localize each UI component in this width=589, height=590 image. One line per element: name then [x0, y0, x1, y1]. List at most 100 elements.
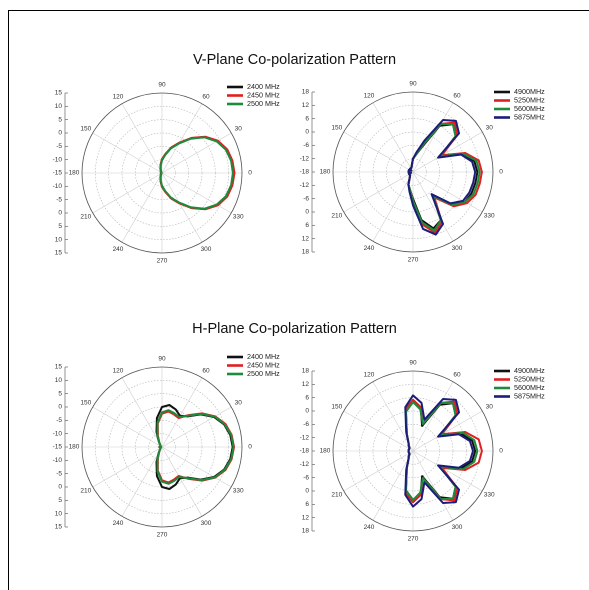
grid-spoke — [343, 450, 414, 492]
angle-tick-label: 240 — [113, 520, 124, 527]
angle-tick-label: 90 — [409, 81, 417, 88]
r-tick-label: 6 — [305, 115, 309, 122]
grid-spoke — [161, 132, 232, 174]
angle-tick-label: 150 — [331, 404, 342, 411]
legend-label: 5250MHz — [514, 374, 545, 383]
r-tick-label: -6 — [303, 474, 309, 481]
r-tick-label: 0 — [58, 404, 62, 411]
grid-spoke — [372, 450, 414, 521]
r-tick-label: 5 — [58, 497, 62, 504]
angle-tick-label: 0 — [248, 170, 252, 177]
polar-chart-1: 0306090120150180210240270300330151050-5-… — [53, 82, 281, 265]
r-tick-label: 0 — [58, 484, 62, 491]
angle-tick-label: 270 — [408, 536, 419, 543]
polar-chart-4: 0306090120150180210240270300330181260-6-… — [300, 360, 546, 543]
angle-tick-label: 180 — [69, 170, 80, 177]
grid-spoke — [121, 103, 163, 174]
grid-spoke — [372, 381, 414, 452]
angle-tick-label: 30 — [235, 126, 243, 133]
outer-ring — [81, 366, 243, 528]
angle-tick-label: 240 — [113, 246, 124, 253]
legend-label: 5600MHz — [514, 104, 545, 113]
grid-spoke — [161, 377, 203, 448]
r-tick-label: 0 — [58, 130, 62, 137]
legend-label: 2400 MHz — [247, 82, 280, 91]
grid-spoke — [372, 102, 414, 173]
grid-spoke — [161, 406, 232, 448]
r-tick-label: 0 — [305, 129, 309, 136]
grid-spoke — [412, 171, 454, 242]
angle-tick-label: 60 — [202, 368, 210, 375]
polar-chart-3: 0306090120150180210240270300330151050-5-… — [53, 352, 281, 539]
grid-spoke — [121, 446, 163, 517]
v-plane-title: V-Plane Co-polarization Pattern — [192, 52, 397, 68]
angle-tick-label: 210 — [80, 214, 91, 221]
r-tick-label: -18 — [300, 448, 310, 455]
outer-ring — [332, 91, 494, 253]
angle-tick-label: 90 — [409, 360, 417, 367]
grid-spoke — [412, 131, 483, 173]
angle-tick-label: 270 — [157, 258, 168, 265]
r-tick-label: 5 — [58, 116, 62, 123]
angle-tick-label: 330 — [233, 214, 244, 221]
r-tick-label: -18 — [300, 169, 310, 176]
angle-tick-label: 30 — [486, 404, 494, 411]
angle-tick-label: 180 — [69, 444, 80, 451]
angle-tick-label: 300 — [201, 246, 212, 253]
grid-spoke — [343, 131, 414, 173]
r-tick-label: 10 — [55, 377, 63, 384]
angle-tick-label: 270 — [408, 257, 419, 264]
r-tick-label: 6 — [305, 222, 309, 229]
r-tick-label: 0 — [305, 488, 309, 495]
angle-tick-label: 90 — [158, 82, 166, 89]
series-line-2500-mhz — [156, 409, 235, 485]
angle-tick-label: 330 — [484, 213, 495, 220]
r-tick-label: -15 — [53, 170, 63, 177]
grid-spoke — [92, 446, 163, 488]
angle-tick-label: 330 — [233, 488, 244, 495]
angle-tick-label: 60 — [453, 372, 461, 379]
r-tick-label: -6 — [303, 142, 309, 149]
grid-spoke — [343, 410, 414, 452]
grid-spoke — [121, 377, 163, 448]
legend-label: 2450 MHz — [247, 90, 280, 99]
angle-tick-label: 30 — [235, 400, 243, 407]
r-tick-label: -10 — [53, 430, 63, 437]
legend-label: 4900MHz — [514, 366, 545, 375]
polar-chart-2: 0306090120150180210240270300330181260-6-… — [300, 81, 546, 264]
angle-tick-label: 330 — [484, 492, 495, 499]
angle-tick-label: 0 — [248, 444, 252, 451]
r-tick-label: 6 — [305, 394, 309, 401]
legend-label: 2500 MHz — [247, 99, 280, 108]
frame-left-border — [8, 10, 9, 590]
angle-tick-label: 180 — [320, 169, 331, 176]
angle-tick-label: 150 — [80, 400, 91, 407]
grid-spoke — [161, 172, 232, 214]
r-tick-label: -6 — [303, 195, 309, 202]
angle-tick-label: 300 — [201, 520, 212, 527]
angle-tick-label: 270 — [157, 532, 168, 539]
legend-label: 5875MHz — [514, 391, 545, 400]
r-tick-label: 15 — [55, 250, 63, 257]
angle-tick-label: 0 — [499, 448, 503, 455]
r-tick-label: -5 — [56, 470, 62, 477]
legend-label: 2450 MHz — [247, 360, 280, 369]
r-tick-label: 18 — [302, 89, 310, 96]
grid-spoke — [121, 172, 163, 243]
legend-label: 2400 MHz — [247, 352, 280, 361]
angle-tick-label: 30 — [486, 125, 494, 132]
grid-spoke — [412, 410, 483, 452]
r-tick-label: -12 — [300, 155, 310, 162]
r-tick-label: 0 — [58, 210, 62, 217]
r-tick-label: 10 — [55, 510, 63, 517]
r-tick-label: 10 — [55, 236, 63, 243]
r-tick-label: 18 — [302, 249, 310, 256]
series-line-2500-mhz — [159, 136, 234, 210]
r-tick-label: 10 — [55, 103, 63, 110]
angle-tick-label: 300 — [452, 245, 463, 252]
angle-tick-label: 150 — [331, 125, 342, 132]
angle-tick-label: 150 — [80, 126, 91, 133]
angle-tick-label: 120 — [364, 372, 375, 379]
grid-spoke — [161, 446, 203, 517]
